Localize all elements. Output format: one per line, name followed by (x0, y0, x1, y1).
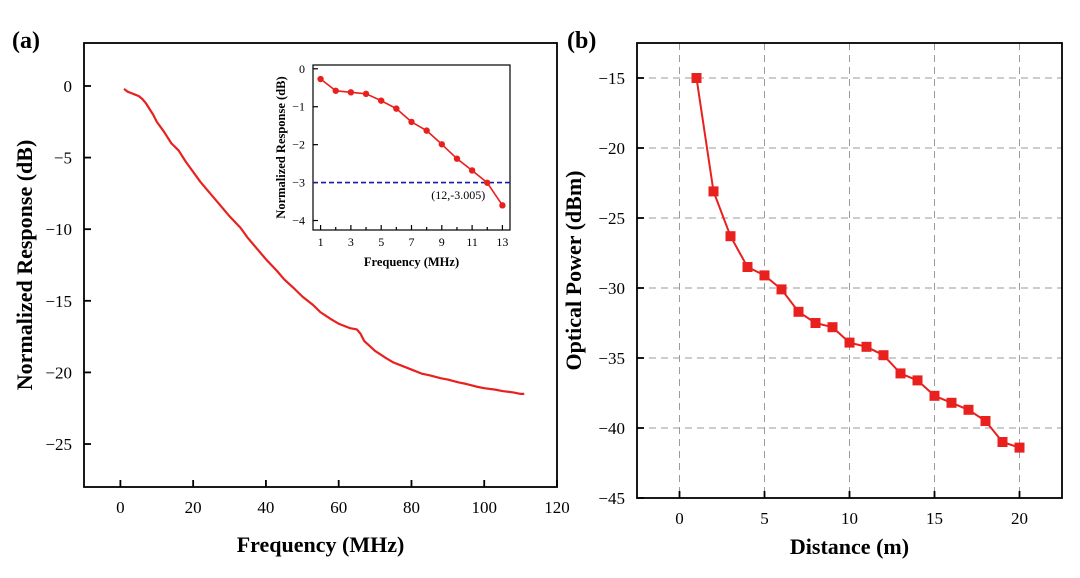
chart-a-x-tick-label: 60 (330, 498, 347, 517)
chart-b-y-tick-label: −15 (598, 69, 625, 88)
chart-inset-x-axis-label: Frequency (MHz) (364, 255, 459, 269)
chart-b-data-point (929, 390, 940, 401)
chart-a-y-tick-label: −10 (45, 220, 72, 239)
chart-inset-x-tick-label: 13 (496, 235, 508, 249)
chart-b-y-tick-label: −25 (598, 209, 625, 228)
chart-a-x-tick-label: 100 (471, 498, 497, 517)
chart-inset-data-point (484, 179, 491, 186)
chart-b: 0 5 10 15 20 −15 −20 −25 −30 −35 −40 −45 Distance (m… (561, 42, 1063, 559)
chart-inset-data-point (347, 89, 355, 96)
chart-inset-data-point (468, 167, 476, 174)
chart-a-plot-frame (83, 42, 558, 488)
chart-b-x-tick-label: 5 (760, 509, 769, 528)
chart-inset-series-line (320, 78, 504, 206)
chart-b-data-point (895, 368, 906, 379)
panel-a-label: (a) (12, 28, 40, 54)
chart-a-y-tick-label: 0 (64, 77, 73, 96)
chart-b-data-point (793, 306, 804, 317)
chart-inset-x-tick-label: 5 (378, 235, 384, 249)
chart-inset-y-tick-label: −1 (292, 100, 305, 114)
chart-b-y-tick-label: −45 (598, 489, 625, 508)
chart-inset-data-point (423, 127, 430, 134)
chart-b-y-tick-label: −35 (598, 349, 625, 368)
chart-b-data-point (1014, 442, 1025, 453)
chart-inset-data-point (393, 105, 400, 112)
chart-b-x-axis-label: Distance (m) (790, 534, 909, 559)
chart-inset-x-tick-label: 3 (348, 235, 354, 249)
chart-inset-y-tick-label: 0 (299, 62, 305, 76)
chart-inset-x-tick-label: 7 (409, 235, 415, 249)
chart-inset-data-point (453, 155, 461, 162)
panel-b-label: (b) (567, 28, 596, 54)
chart-inset-data-point (317, 75, 324, 83)
chart-a-y-tick-label: −20 (45, 363, 72, 382)
chart-inset-y-tick-label: −2 (292, 138, 305, 152)
chart-inset-x-tick-label: 1 (318, 235, 324, 249)
chart-b-x-tick-label: 20 (1011, 509, 1028, 528)
chart-b-y-axis-label: Optical Power (dBm) (561, 170, 586, 370)
chart-inset-data-point (377, 97, 385, 104)
chart-b-data-point (759, 270, 770, 281)
chart-a: 0 20 40 60 80 100 1200−5−10−15−20−25Frequency … (12, 42, 570, 557)
chart-a-x-tick-label: 20 (185, 498, 202, 517)
chart-inset-data-point (438, 141, 446, 148)
chart-b-data-point (878, 350, 889, 361)
chart-a-series-line (123, 87, 525, 395)
chart-b-data-point (997, 437, 1008, 447)
chart-b-data-point (946, 397, 957, 408)
chart-b-data-point (725, 231, 736, 242)
chart-inset-y-axis-label: Normalized Response (dB) (274, 76, 288, 218)
chart-b-data-point (776, 284, 787, 295)
chart-a-y-tick-label: −5 (54, 149, 72, 168)
chart-inset-data-point (499, 202, 506, 209)
chart-b-data-point (691, 73, 702, 83)
chart-a-x-tick-label: 80 (403, 498, 420, 517)
chart-inset-x-tick-label: 9 (439, 235, 445, 249)
chart-inset-data-point (408, 118, 415, 126)
chart-b-y-tick-label: −20 (598, 139, 625, 158)
chart-b-data-point (708, 186, 719, 197)
chart-b-data-point (912, 375, 923, 386)
chart-a-y-tick-label: −15 (45, 292, 72, 311)
chart-a-y-tick-label: −25 (45, 435, 72, 454)
chart-inset-data-point (362, 90, 370, 98)
chart-b-data-point (844, 337, 855, 348)
chart-inset-y-tick-label: −4 (292, 214, 305, 228)
chart-b-data-point (827, 322, 838, 333)
chart-inset-y-tick-label: −3 (292, 176, 305, 190)
chart-a-x-tick-label: 120 (544, 498, 570, 517)
chart-b-data-point (810, 318, 821, 328)
chart-b-data-point (963, 404, 974, 415)
chart-inset-annotation: (12,-3.005) (431, 188, 485, 202)
chart-a-x-tick-label: 40 (257, 498, 274, 517)
chart-b-data-point (742, 262, 753, 272)
chart-a-x-axis-label: Frequency (MHz) (237, 532, 405, 557)
chart-b-data-point (980, 416, 991, 426)
chart-b-y-tick-label: −40 (598, 419, 625, 438)
chart-inset-plot-frame (312, 64, 511, 231)
chart-inset-x-tick-label: 11 (466, 235, 478, 249)
chart-b-x-tick-label: 10 (841, 509, 858, 528)
chart-a-x-tick-label: 0 (116, 498, 125, 517)
chart-b-x-tick-label: 15 (926, 509, 943, 528)
chart-b-y-tick-label: −30 (598, 279, 625, 298)
chart-a-y-axis-label: Normalized Response (dB) (12, 140, 37, 391)
chart-inset-data-point (332, 87, 339, 94)
chart-b-data-point (861, 341, 872, 352)
chart-b-x-tick-label: 0 (675, 509, 684, 528)
